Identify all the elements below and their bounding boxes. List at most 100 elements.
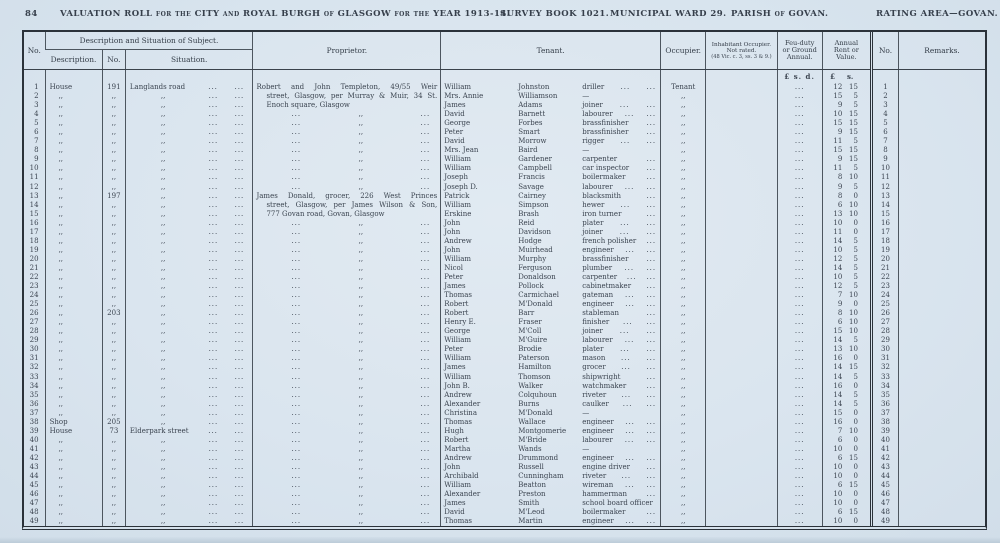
cell-row-no-right: 31 — [869, 354, 899, 364]
ditto-mark: ,, — [358, 435, 364, 444]
rent-shillings: 0 — [853, 499, 858, 508]
cell-situation: ,,...... — [124, 92, 253, 102]
cell-inhabitant-occupier — [705, 227, 778, 237]
situation-text: ,, — [160, 399, 166, 408]
cell-remarks — [898, 272, 985, 283]
cell-row-no: 26 — [29, 309, 39, 318]
situation-text: ,, — [160, 110, 166, 119]
rent-value: 10 5 — [823, 273, 870, 282]
table-row: 34,,,,,,.........,,... John B. Walker watch… — [24, 381, 985, 391]
cell-annual-rent: 11 5 — [821, 164, 872, 174]
cell-row-no-right: 20 — [869, 254, 899, 264]
rent-pounds: 6 — [837, 318, 843, 327]
rent-pounds: 6 — [837, 200, 843, 209]
dot-leader: ... — [234, 182, 245, 191]
cell-situation: ,,...... — [124, 462, 253, 473]
rent-pounds: 8 — [837, 309, 843, 318]
situation-line: ,,...... — [126, 463, 252, 472]
cell-row-no-right: 45 — [869, 481, 899, 491]
table-row: 29,,,,,,.........,,... William M'Guire labo… — [24, 336, 985, 346]
dot-leader: ... — [208, 263, 219, 272]
tenant-first-name: Mrs. Annie — [444, 92, 484, 101]
cell-proprietor: ...,,... — [252, 354, 441, 364]
cell-description: ,, — [44, 218, 103, 228]
cell-street-no: ,, — [101, 291, 126, 301]
dot-leader: ... — [620, 218, 630, 227]
situation-text: ,, — [160, 155, 166, 164]
ditto-mark: ,, — [358, 291, 364, 300]
dot-leader: ... — [208, 372, 219, 381]
cell-occupier: ,, — [660, 119, 706, 129]
cell-tenant: Christina M'Donald — — [440, 408, 661, 418]
dot-leader: ... — [619, 227, 630, 236]
situation-text: ,, — [160, 508, 166, 517]
cell-tenant: James Pollock cabinetmaker... — [440, 282, 661, 292]
rent-value: 10 0 — [823, 499, 870, 508]
tenant-occupation: labourer — [582, 336, 613, 345]
cell-feu-duty: ... — [776, 291, 823, 301]
units-cell-occupier — [660, 69, 706, 83]
cell-street-no: ,, — [101, 363, 126, 373]
ditto-mark: ,, — [358, 517, 364, 526]
tenant-first-name: John — [444, 245, 461, 254]
dot-leader: ... — [646, 110, 657, 119]
cell-feu-duty: ... — [776, 282, 823, 292]
cell-remarks — [898, 363, 985, 373]
cell-remarks — [898, 291, 985, 301]
tenant-occupation-area: car inspector... — [582, 164, 660, 173]
tenant-first-name: James — [444, 282, 466, 291]
cell-description: ,, — [44, 490, 103, 500]
dot-leader: ... — [234, 236, 245, 245]
cell-tenant: George Forbes brassfinisher... — [440, 119, 661, 129]
proprietor-ditto-line: ...,,... — [254, 472, 440, 481]
cell-annual-rent: 10 0 — [821, 490, 872, 500]
cell-inhabitant-occupier — [705, 318, 778, 328]
proprietor-ditto-line: ...,,... — [254, 237, 440, 246]
cell-feu-duty: ... — [776, 417, 823, 427]
tenant-line: Alexander Burns caulker...... — [442, 399, 660, 409]
situation-line: ,,...... — [126, 454, 252, 463]
cell-row-no-right: 24 — [869, 291, 899, 301]
tenant-occupation-area: plumber...... — [582, 264, 660, 273]
table-row: 45,,,,,,.........,,... William Beatton wire… — [24, 481, 985, 491]
cell-street-no: ,, — [101, 164, 126, 174]
rating-area-label: RATING AREA—GOVAN. — [876, 9, 999, 19]
proprietor-ditto-line: ...,,... — [254, 137, 440, 146]
cell-row-no-right: 13 — [869, 191, 899, 201]
cell-proprietor: ...,,... — [252, 417, 441, 427]
cell-street-no: ,, — [101, 435, 126, 445]
cell-annual-rent: 10 0 — [821, 462, 872, 473]
cell-tenant: Peter Donaldson carpenter...... — [440, 272, 661, 283]
tenant-occupation: car inspector — [582, 164, 630, 173]
cell-row-no: 11 — [29, 173, 39, 182]
rent-shillings: 10 — [849, 318, 858, 327]
cell-occupier: ,, — [660, 354, 706, 364]
tenant-occupation-area: brassfinisher... — [582, 128, 660, 137]
scan-edge-shadow — [0, 537, 1000, 543]
rent-pounds: 7 — [837, 426, 843, 435]
ditto-mark: ,, — [358, 146, 364, 155]
rent-value: 11 0 — [823, 228, 870, 237]
cell-description: ,, — [44, 300, 103, 310]
dot-leader: ... — [625, 300, 635, 309]
cell-inhabitant-occupier — [705, 426, 778, 436]
units-cell-situation — [124, 69, 253, 83]
table-row: 1 House 191 Langlands road...... Robert and … — [24, 83, 985, 93]
cell-description: ,, — [44, 372, 103, 382]
dot-leader: ... — [420, 128, 431, 137]
cell-tenant: David Morrow rigger...... — [440, 137, 661, 147]
units-pound-sign: £ — [830, 72, 835, 81]
cell-row-no-right: 39 — [869, 426, 899, 436]
situation-line: ,,...... — [126, 210, 252, 219]
cell-street-no: ,, — [101, 101, 126, 111]
cell-occupier: ,, — [660, 318, 706, 328]
dot-leader: ... — [420, 472, 431, 481]
dot-leader: ... — [646, 200, 657, 209]
cell-tenant: John Reid plater...... — [440, 218, 661, 228]
dot-leader: ... — [646, 517, 657, 526]
proprietor-text: street, Glasgow, per Murray & Muir, 34 S… — [266, 92, 438, 101]
proprietor-text: Enoch square, Glasgow — [266, 101, 350, 110]
dot-leader: ... — [646, 399, 657, 408]
tenant-occupation: plater — [582, 218, 604, 227]
